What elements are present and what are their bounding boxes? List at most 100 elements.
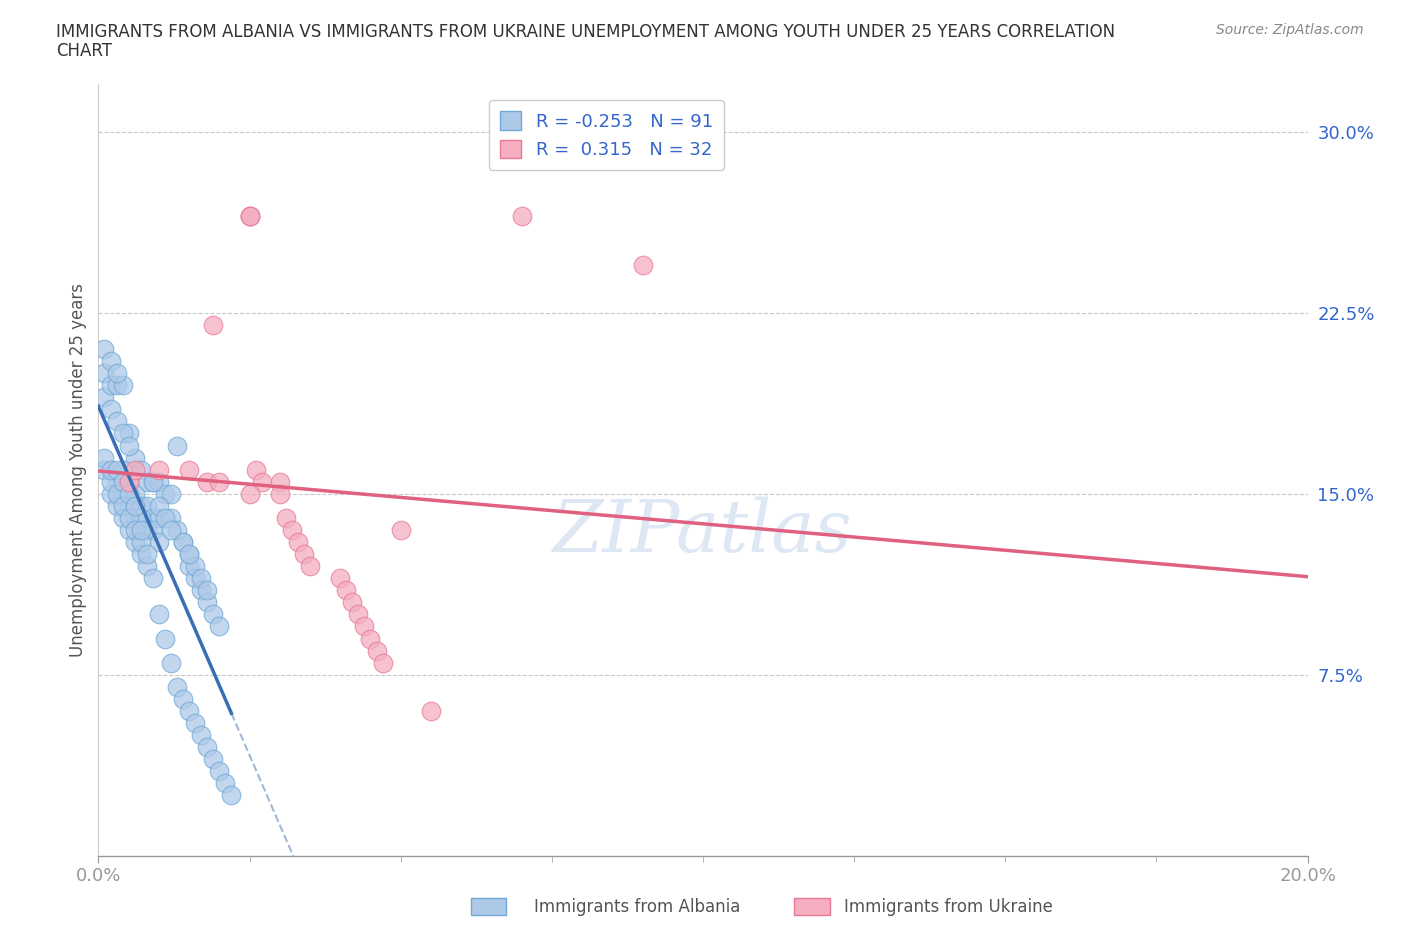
Point (124, 511, 146, 525)
Point (105, 486, 128, 501)
Point (148, 462, 170, 477)
Point (179, 547, 201, 562)
Point (250, 474, 273, 489)
Point (148, 474, 170, 489)
Point (389, 523, 412, 538)
Point (166, 679, 188, 694)
Point (142, 511, 165, 525)
Point (105, 414, 128, 429)
Point (124, 450, 146, 465)
Point (239, 209, 262, 224)
Point (135, 523, 157, 538)
Y-axis label: Unemployment Among Youth under 25 years: Unemployment Among Youth under 25 years (69, 283, 87, 657)
Point (184, 571, 207, 586)
Point (93, 365, 115, 380)
Point (299, 559, 322, 574)
Point (111, 462, 134, 477)
Point (172, 691, 194, 706)
Point (124, 462, 146, 477)
Point (366, 644, 388, 658)
Point (184, 559, 207, 574)
Point (111, 511, 134, 525)
Point (105, 462, 128, 477)
Point (179, 462, 201, 477)
Point (129, 523, 152, 538)
Point (93, 462, 115, 477)
Point (214, 776, 236, 790)
Point (160, 523, 183, 538)
Point (100, 474, 122, 489)
Point (360, 631, 382, 646)
Point (190, 583, 212, 598)
Point (93, 390, 115, 405)
Point (342, 595, 364, 610)
Point (335, 583, 357, 598)
Point (510, 209, 533, 224)
Point (124, 498, 146, 513)
Point (105, 378, 128, 392)
Point (93, 341, 115, 356)
Point (153, 631, 176, 646)
Point (239, 486, 262, 501)
Point (142, 571, 165, 586)
Point (129, 462, 152, 477)
Point (118, 474, 141, 489)
Point (287, 535, 309, 550)
Point (160, 656, 183, 671)
Point (148, 607, 170, 622)
Point (100, 353, 122, 368)
Point (274, 511, 297, 525)
Point (195, 739, 218, 754)
Point (129, 535, 152, 550)
Point (118, 511, 141, 525)
Point (105, 365, 128, 380)
Point (166, 438, 188, 453)
Point (111, 378, 134, 392)
Point (245, 462, 267, 477)
Point (118, 426, 141, 441)
Text: ZIPatlas: ZIPatlas (553, 496, 853, 566)
Point (142, 523, 165, 538)
Point (195, 595, 218, 610)
Point (148, 511, 170, 525)
Text: IMMIGRANTS FROM ALBANIA VS IMMIGRANTS FROM UKRAINE UNEMPLOYMENT AMONG YOUTH UNDE: IMMIGRANTS FROM ALBANIA VS IMMIGRANTS FR… (56, 23, 1115, 41)
Point (135, 474, 157, 489)
Point (135, 498, 157, 513)
Point (281, 523, 304, 538)
Point (202, 317, 225, 332)
Point (160, 486, 183, 501)
Point (142, 474, 165, 489)
Point (105, 498, 128, 513)
Point (153, 486, 176, 501)
Point (111, 426, 134, 441)
Point (118, 523, 141, 538)
Point (105, 474, 128, 489)
Point (111, 498, 134, 513)
Point (208, 619, 231, 634)
Point (292, 547, 315, 562)
Point (269, 486, 291, 501)
Point (100, 486, 122, 501)
Point (129, 511, 152, 525)
Point (202, 751, 225, 766)
Point (239, 209, 262, 224)
Point (269, 474, 291, 489)
Point (347, 607, 370, 622)
Point (179, 703, 201, 718)
Point (124, 486, 146, 501)
Point (195, 583, 218, 598)
Point (148, 535, 170, 550)
Point (153, 511, 176, 525)
Point (93, 450, 115, 465)
Point (166, 523, 188, 538)
Point (172, 535, 194, 550)
Point (100, 462, 122, 477)
Point (124, 535, 146, 550)
Point (631, 258, 654, 272)
Point (129, 498, 152, 513)
Point (239, 209, 262, 224)
Point (195, 474, 218, 489)
Point (100, 378, 122, 392)
Point (135, 559, 157, 574)
Point (371, 656, 394, 671)
